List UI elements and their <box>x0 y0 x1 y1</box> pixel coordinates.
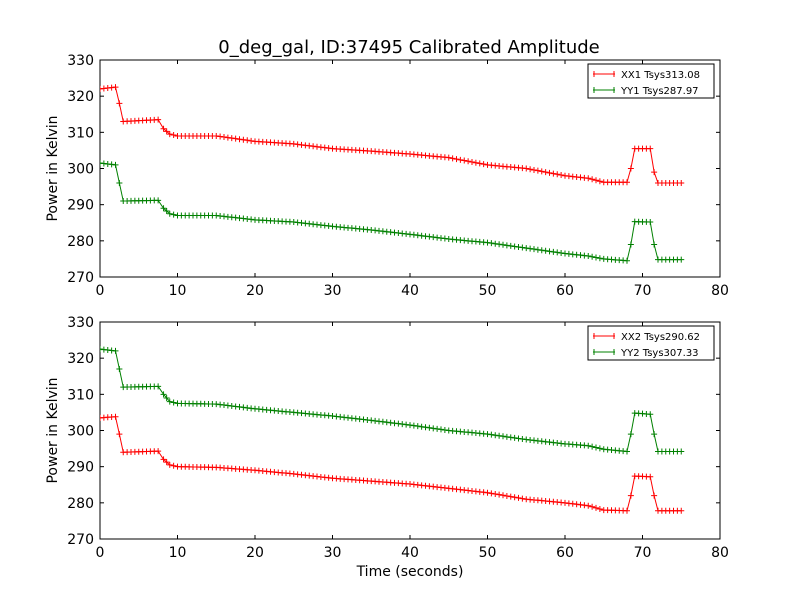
x-tick-label: 80 <box>711 283 729 299</box>
y-tick-label: 280 <box>67 234 94 250</box>
legend-label: XX1 Tsys313.08 <box>621 70 700 81</box>
x-tick-label: 30 <box>324 283 342 299</box>
x-axis-label: Time (seconds) <box>356 564 464 580</box>
y-axis-label: Power in Kelvin <box>45 115 61 221</box>
y-tick-label: 270 <box>67 532 94 548</box>
legend: XX2 Tsys290.62 YY2 Tsys307.33 <box>588 326 714 360</box>
x-tick-label: 60 <box>556 545 574 561</box>
x-tick-label: 20 <box>246 545 264 561</box>
y-tick-label: 310 <box>67 125 94 141</box>
y-tick-label: 320 <box>67 89 94 105</box>
x-tick-label: 10 <box>169 545 187 561</box>
y-tick-label: 330 <box>67 315 94 331</box>
figure: 0_deg_gal, ID:37495 Calibrated Amplitude… <box>0 0 800 600</box>
x-tick-label: 40 <box>401 545 419 561</box>
legend: XX1 Tsys313.08 YY1 Tsys287.97 <box>588 64 714 98</box>
y-tick-label: 320 <box>67 351 94 367</box>
x-tick-label: 20 <box>246 283 264 299</box>
x-tick-label: 0 <box>96 283 105 299</box>
x-tick-label: 70 <box>634 283 652 299</box>
y-tick-label: 300 <box>67 424 94 440</box>
chart-title: 0_deg_gal, ID:37495 Calibrated Amplitude <box>218 37 599 58</box>
y-axis-label: Power in Kelvin <box>45 377 61 483</box>
legend-label: YY1 Tsys287.97 <box>620 86 699 97</box>
y-tick-label: 290 <box>67 460 94 476</box>
y-tick-label: 300 <box>67 162 94 178</box>
y-tick-label: 280 <box>67 496 94 512</box>
y-tick-label: 290 <box>67 198 94 214</box>
y-tick-label: 330 <box>67 53 94 69</box>
x-tick-label: 40 <box>401 283 419 299</box>
y-tick-label: 310 <box>67 387 94 403</box>
x-tick-label: 0 <box>96 545 105 561</box>
x-tick-label: 50 <box>479 545 497 561</box>
x-tick-label: 10 <box>169 283 187 299</box>
y-tick-label: 270 <box>67 270 94 286</box>
x-tick-label: 80 <box>711 545 729 561</box>
x-tick-label: 70 <box>634 545 652 561</box>
x-tick-label: 60 <box>556 283 574 299</box>
legend-label: YY2 Tsys307.33 <box>620 348 699 359</box>
legend-label: XX2 Tsys290.62 <box>621 332 700 343</box>
chart-panel-1: 0 10 20 30 40 50 60 70 80 270 280 290 300 310 320 330 Po… <box>45 53 729 299</box>
x-tick-label: 50 <box>479 283 497 299</box>
x-tick-label: 30 <box>324 545 342 561</box>
